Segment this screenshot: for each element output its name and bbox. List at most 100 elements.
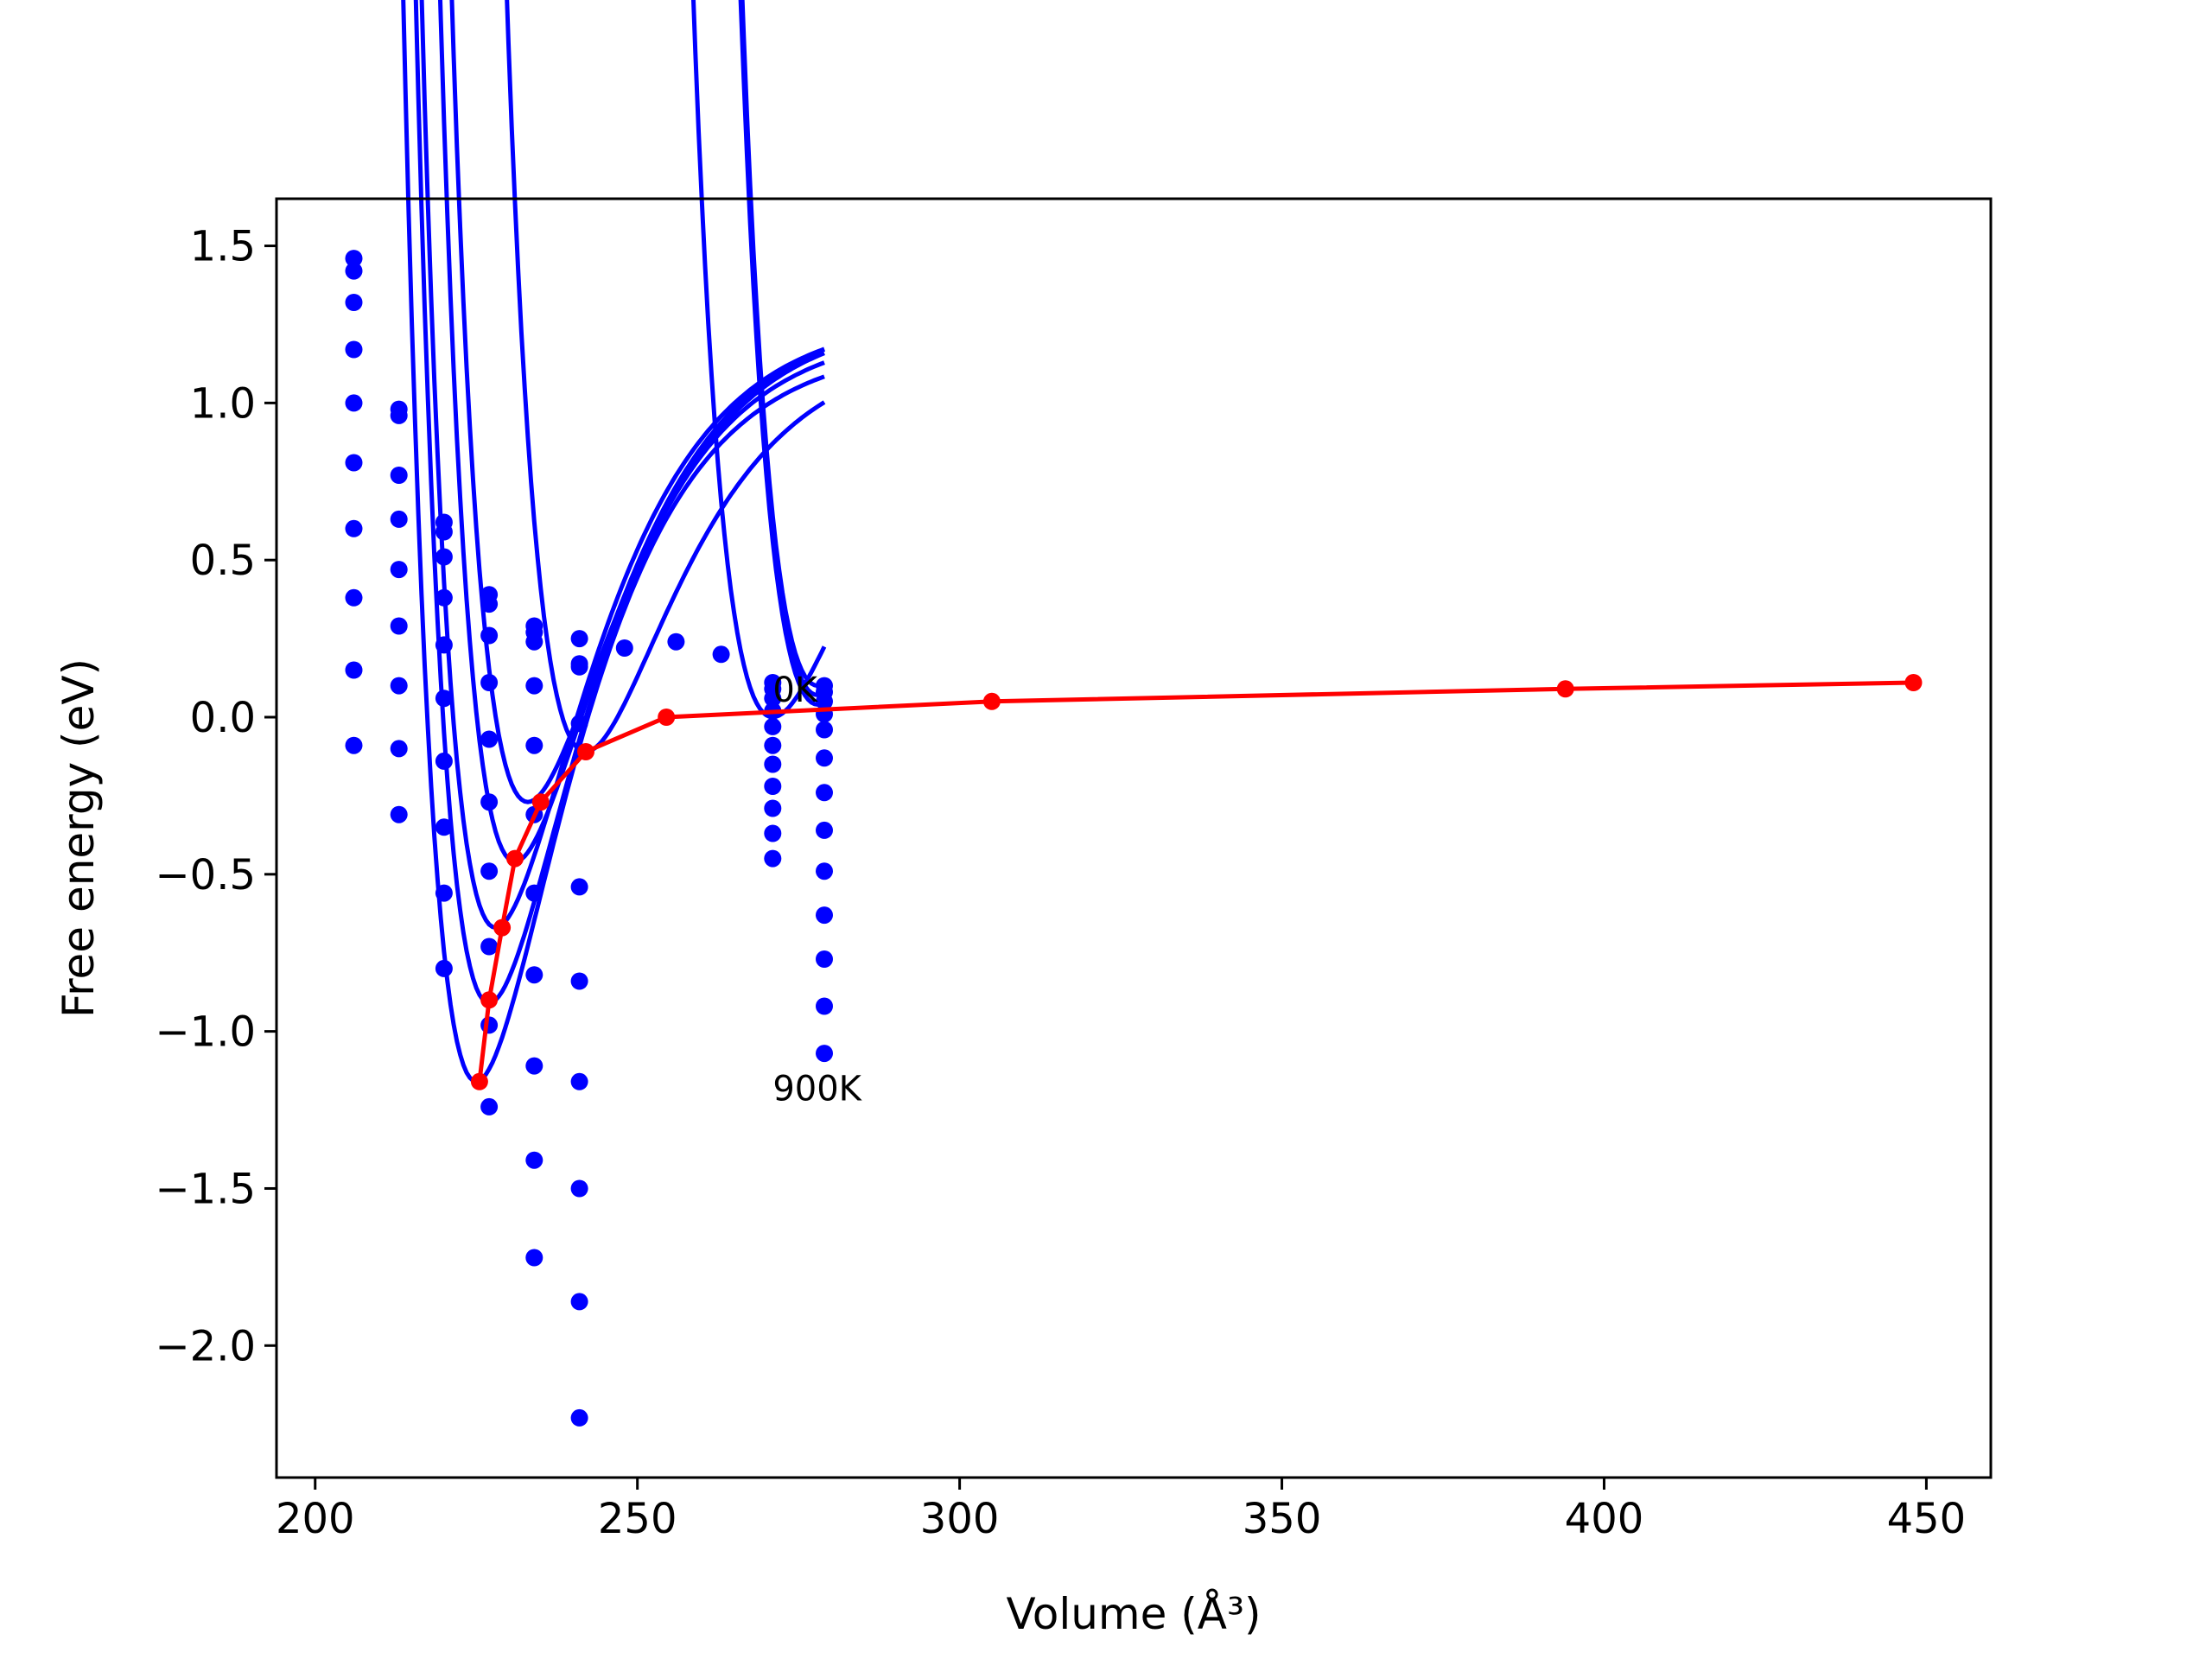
ticks-layer: 200 250 300 350 400 450 1.5 1.0 0.5 0.0 −0.5 −1.0 −1… xyxy=(155,223,1966,1543)
data-point xyxy=(570,658,588,676)
data-point xyxy=(390,805,408,823)
data-point xyxy=(570,630,588,648)
data-point xyxy=(570,715,588,733)
temperature-annotation: 900K xyxy=(772,1070,862,1109)
minimum-path-layer xyxy=(470,674,1923,1090)
data-point xyxy=(525,1151,543,1169)
y-tick-label: −1.5 xyxy=(155,1165,256,1213)
data-point xyxy=(525,884,543,902)
minimum-path-point xyxy=(506,849,524,868)
data-point xyxy=(435,818,453,836)
minimum-path-point xyxy=(1556,680,1574,698)
data-point xyxy=(390,617,408,635)
data-point xyxy=(390,510,408,528)
data-point xyxy=(764,717,782,735)
data-point xyxy=(345,262,363,280)
y-tick-label: −1.0 xyxy=(155,1008,256,1057)
y-axis-label: Free energy (eV) xyxy=(54,658,104,1018)
data-point xyxy=(435,588,453,607)
x-tick-label: 300 xyxy=(920,1495,1000,1543)
data-point xyxy=(345,736,363,754)
data-point xyxy=(345,250,363,268)
data-point xyxy=(435,548,453,566)
plot-frame xyxy=(275,197,1993,1479)
data-point xyxy=(764,778,782,795)
x-tick-label: 350 xyxy=(1243,1495,1322,1543)
data-point xyxy=(816,784,833,802)
temperature-annotation: 0K xyxy=(772,671,818,710)
data-point xyxy=(570,1293,588,1311)
minimum-path-point xyxy=(480,991,499,1009)
data-point xyxy=(390,406,408,424)
data-point xyxy=(345,294,363,311)
data-point xyxy=(525,736,543,754)
data-point xyxy=(764,736,782,754)
minimum-path-point xyxy=(470,1072,488,1090)
minimum-path-line xyxy=(477,680,1914,1083)
data-point xyxy=(480,862,499,880)
data-point xyxy=(480,626,499,645)
x-axis-label: Volume (Å³) xyxy=(1006,1589,1261,1639)
minimum-path-point xyxy=(658,709,676,726)
data-point xyxy=(480,674,499,691)
y-tick-label: 0.0 xyxy=(190,694,256,742)
data-point xyxy=(816,906,833,925)
data-point xyxy=(480,938,499,956)
y-tick-label: −2.0 xyxy=(155,1322,256,1370)
data-point xyxy=(816,692,833,710)
data-point xyxy=(525,677,543,695)
fit-curve-7 xyxy=(438,0,825,864)
data-point xyxy=(345,454,363,472)
fit-curve-8 xyxy=(419,0,825,931)
x-tick-label: 200 xyxy=(276,1495,355,1543)
data-point xyxy=(764,824,782,842)
data-point xyxy=(816,721,833,739)
y-tick-label: 1.5 xyxy=(190,223,256,271)
minimum-path-point xyxy=(982,692,1001,710)
data-point xyxy=(525,1057,543,1075)
data-point xyxy=(435,884,453,902)
data-point xyxy=(480,595,499,613)
minimum-path-point xyxy=(493,918,512,937)
data-point xyxy=(570,878,588,896)
data-point xyxy=(390,467,408,484)
data-point xyxy=(525,1249,543,1267)
fit-curve-10 xyxy=(401,0,825,1084)
data-point xyxy=(667,632,685,651)
data-point xyxy=(390,677,408,695)
y-tick-label: −0.5 xyxy=(155,851,256,899)
fit-curves-layer xyxy=(360,0,825,1084)
data-point xyxy=(345,588,363,607)
data-point xyxy=(816,950,833,968)
data-point xyxy=(435,636,453,654)
minimum-path-point xyxy=(531,793,550,811)
data-point xyxy=(570,972,588,990)
data-point xyxy=(712,645,730,664)
minimum-path-point xyxy=(1904,674,1923,691)
annotations-layer: 0K 900K xyxy=(772,671,862,1109)
data-point xyxy=(345,394,363,412)
x-tick-label: 450 xyxy=(1887,1495,1967,1543)
data-point xyxy=(480,730,499,748)
data-point xyxy=(816,749,833,767)
data-point xyxy=(764,849,782,868)
data-points-layer xyxy=(345,250,833,1427)
data-point xyxy=(435,959,453,977)
data-point xyxy=(435,523,453,541)
data-point xyxy=(435,752,453,770)
data-point xyxy=(345,661,363,679)
data-point xyxy=(570,1072,588,1090)
data-point xyxy=(345,519,363,537)
x-tick-label: 400 xyxy=(1565,1495,1644,1543)
data-point xyxy=(764,755,782,773)
data-point xyxy=(480,1097,499,1116)
data-point xyxy=(764,690,782,708)
data-point xyxy=(764,799,782,817)
y-tick-label: 0.5 xyxy=(190,537,256,585)
data-point xyxy=(480,1016,499,1034)
data-point xyxy=(570,1179,588,1198)
data-point xyxy=(390,561,408,579)
data-point xyxy=(390,740,408,758)
